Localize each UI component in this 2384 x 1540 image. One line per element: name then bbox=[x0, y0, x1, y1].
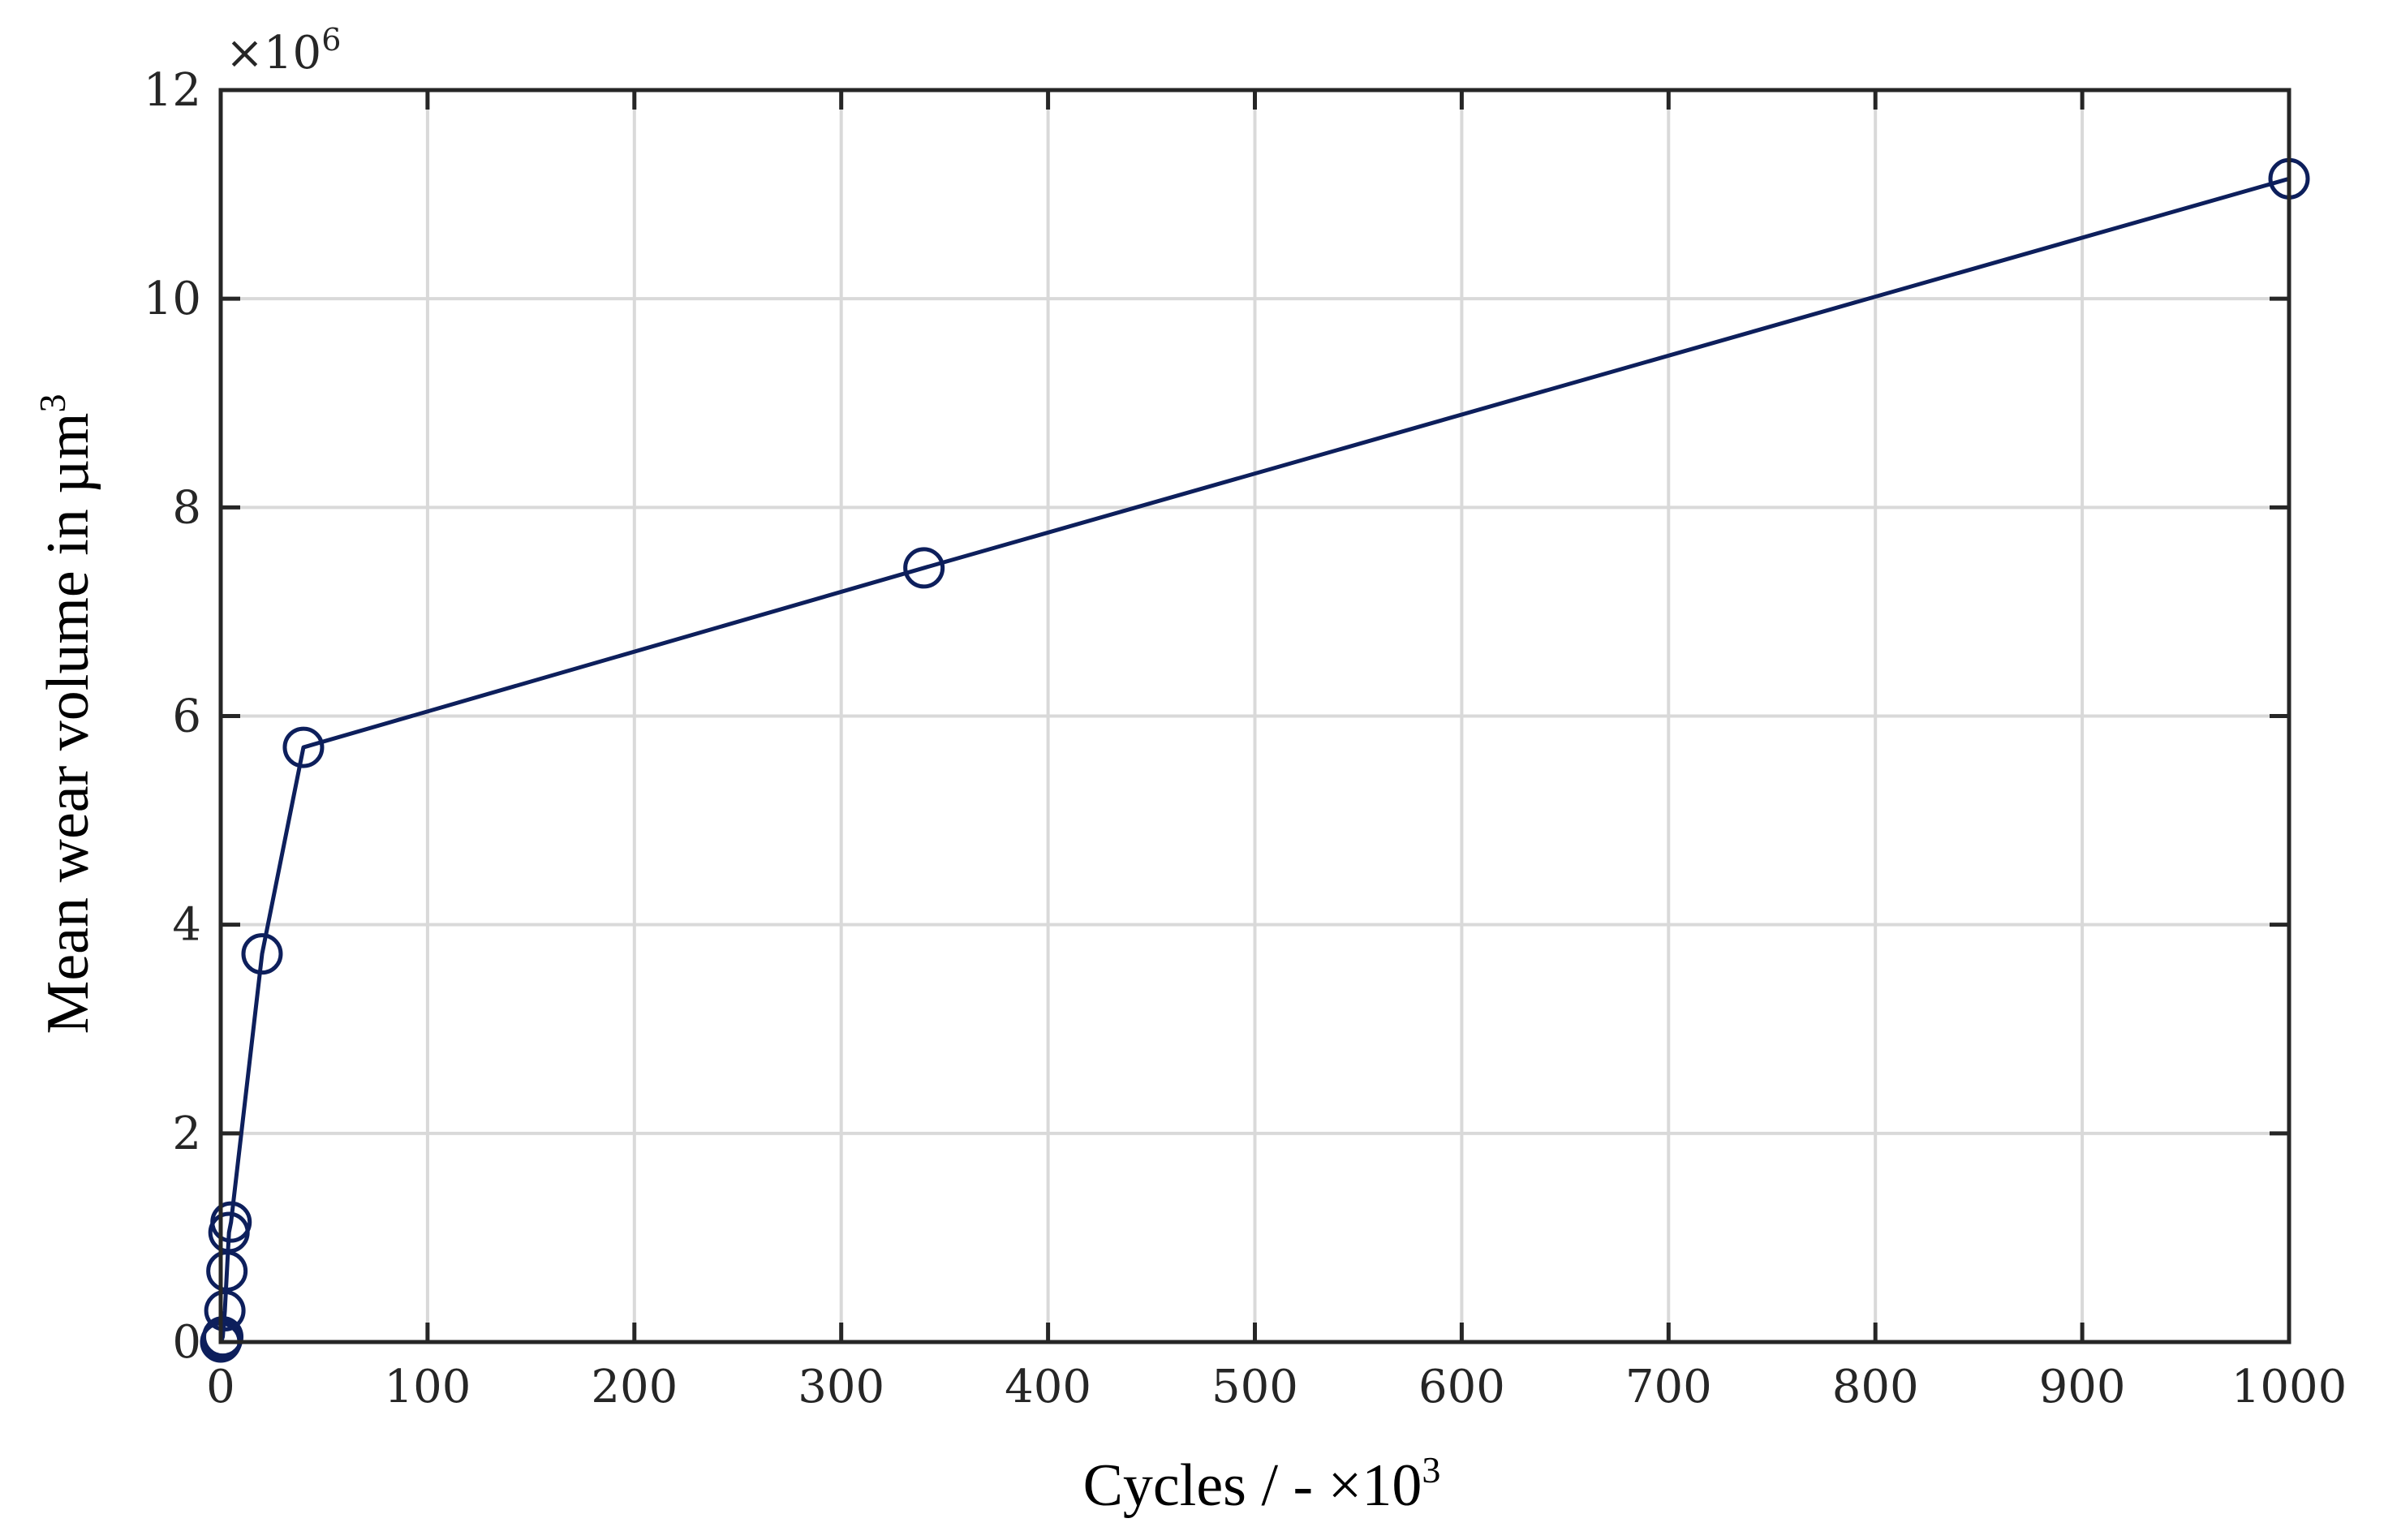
tick-labels: 0 100 200 300 400 500 600 700 800 900 1000 0 2 4 6 8 10 1… bbox=[144, 64, 2347, 1413]
data-point bbox=[241, 933, 283, 975]
y-tick-label: 12 bbox=[144, 64, 201, 117]
x-tick-label: 1000 bbox=[2231, 1361, 2347, 1413]
x-tick-label: 0 bbox=[206, 1361, 235, 1413]
data-point bbox=[204, 1289, 246, 1331]
x-tick-label: 300 bbox=[798, 1361, 884, 1413]
grid bbox=[219, 88, 2291, 1344]
y-tick-label: 8 bbox=[172, 481, 201, 534]
y-axis-multiplier: ×106 bbox=[226, 22, 341, 80]
data-point bbox=[282, 726, 325, 768]
x-axis-title-text: Cycles / - ×10 bbox=[1083, 1452, 1422, 1519]
data-point bbox=[210, 1201, 252, 1243]
y-multiplier-base: ×10 bbox=[226, 27, 321, 80]
axes bbox=[218, 88, 2291, 1344]
y-axis-title: Mean wear volume in µm3 bbox=[32, 394, 101, 1035]
data-point bbox=[202, 1316, 244, 1358]
x-tick-label: 800 bbox=[1832, 1361, 1919, 1413]
y-axis-title-text: Mean wear volume in µm bbox=[35, 413, 101, 1035]
x-axis-title: Cycles / - ×103 bbox=[1083, 1449, 1441, 1519]
y-tick-label: 10 bbox=[144, 273, 201, 325]
x-axis-title-exponent: 3 bbox=[1422, 1449, 1440, 1491]
y-tick-label: 0 bbox=[172, 1316, 201, 1369]
x-tick-label: 400 bbox=[1005, 1361, 1091, 1413]
y-multiplier-exponent: 6 bbox=[321, 22, 341, 58]
y-tick-label: 2 bbox=[172, 1108, 201, 1160]
x-tick-label: 100 bbox=[384, 1361, 471, 1413]
x-tick-label: 900 bbox=[2039, 1361, 2126, 1413]
x-tick-label: 500 bbox=[1211, 1361, 1298, 1413]
x-tick-label: 200 bbox=[591, 1361, 678, 1413]
x-tick-label: 600 bbox=[1418, 1361, 1505, 1413]
x-tick-label: 700 bbox=[1625, 1361, 1712, 1413]
data-point bbox=[903, 547, 945, 589]
y-axis-title-exponent: 3 bbox=[32, 394, 73, 413]
y-tick-label: 6 bbox=[172, 690, 201, 743]
y-tick-label: 4 bbox=[172, 899, 201, 952]
